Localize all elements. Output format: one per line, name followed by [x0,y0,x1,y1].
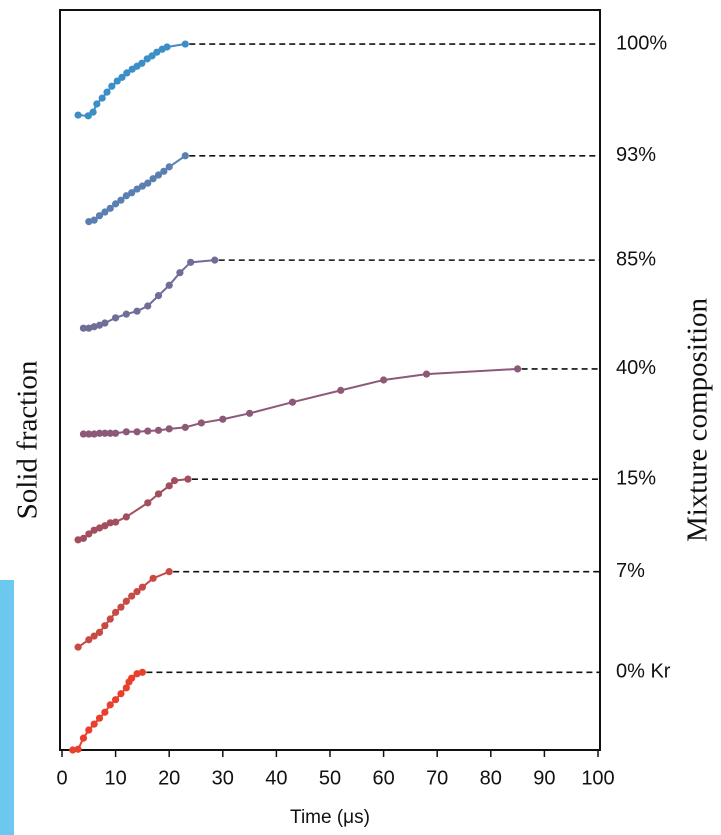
page: {"chart_data": { "type": "line", "y_labe… [0,0,721,835]
data-point [112,518,119,525]
data-point [103,89,110,96]
data-point [80,735,87,742]
composition-label: 15% [616,467,656,489]
data-point [117,604,124,611]
data-point [514,365,521,372]
data-point [150,575,157,582]
x-tick-label: 20 [158,767,180,789]
data-point [423,370,430,377]
data-point [219,416,226,423]
data-point [144,427,151,434]
data-point [166,568,173,575]
data-point [101,709,108,716]
composition-label: 7% [616,560,645,582]
data-point [211,257,218,264]
composition-label: 93% [616,144,656,166]
data-point [74,644,81,651]
x-tick-label: 100 [581,767,614,789]
x-tick-label: 90 [533,767,555,789]
data-point [155,490,162,497]
data-point [74,746,81,753]
data-point [171,477,178,484]
data-point [380,376,387,383]
data-point [101,622,108,629]
data-point [144,302,151,309]
data-point [166,163,173,170]
x-tick-label: 80 [480,767,502,789]
data-point [166,482,173,489]
x-tick-label: 40 [265,767,287,789]
data-point [289,399,296,406]
x-tick-label: 30 [212,767,234,789]
data-point [187,259,194,266]
data-point [155,292,162,299]
data-point [112,609,119,616]
data-point [182,40,189,47]
x-axis-label: Time (μs) [290,807,370,828]
data-point [182,152,189,159]
y2-axis-label: Mixture composition [682,297,714,542]
data-point [91,721,98,728]
x-tick-label: 0 [56,767,67,789]
data-point [96,629,103,636]
data-point [166,425,173,432]
data-point [337,387,344,394]
data-point [101,319,108,326]
data-point [166,282,173,289]
composition-label: 85% [616,248,656,270]
composition-label: 0% Kr [616,661,671,683]
data-point [182,424,189,431]
data-point [144,499,151,506]
data-point [198,419,205,426]
data-point [99,94,106,101]
data-point [176,269,183,276]
plot-frame [60,10,600,750]
data-point [112,314,119,321]
data-point [133,428,140,435]
data-point [112,696,119,703]
data-point [123,311,130,318]
background-stripe [0,580,14,835]
chart: Solid fraction Mixture composition Time … [0,0,721,835]
x-tick-label: 70 [426,767,448,789]
data-point [133,308,140,315]
data-point [184,476,191,483]
y-axis-label: Solid fraction [12,360,44,519]
x-tick-label: 10 [104,767,126,789]
data-point [139,584,146,591]
composition-label: 40% [616,357,656,379]
data-point [123,513,130,520]
data-point [155,427,162,434]
data-point [107,701,114,708]
data-point [123,428,130,435]
x-tick-label: 50 [319,767,341,789]
data-point [89,109,96,116]
data-point [107,615,114,622]
data-point [117,690,124,697]
data-point [123,598,130,605]
data-point [93,100,100,107]
data-point [246,410,253,417]
data-point [163,43,170,50]
data-point [74,111,81,118]
composition-label: 100% [616,32,667,54]
x-tick-label: 60 [372,767,394,789]
data-point [85,726,92,733]
data-point [112,430,119,437]
data-point [96,715,103,722]
data-point [108,83,115,90]
data-point [139,669,146,676]
